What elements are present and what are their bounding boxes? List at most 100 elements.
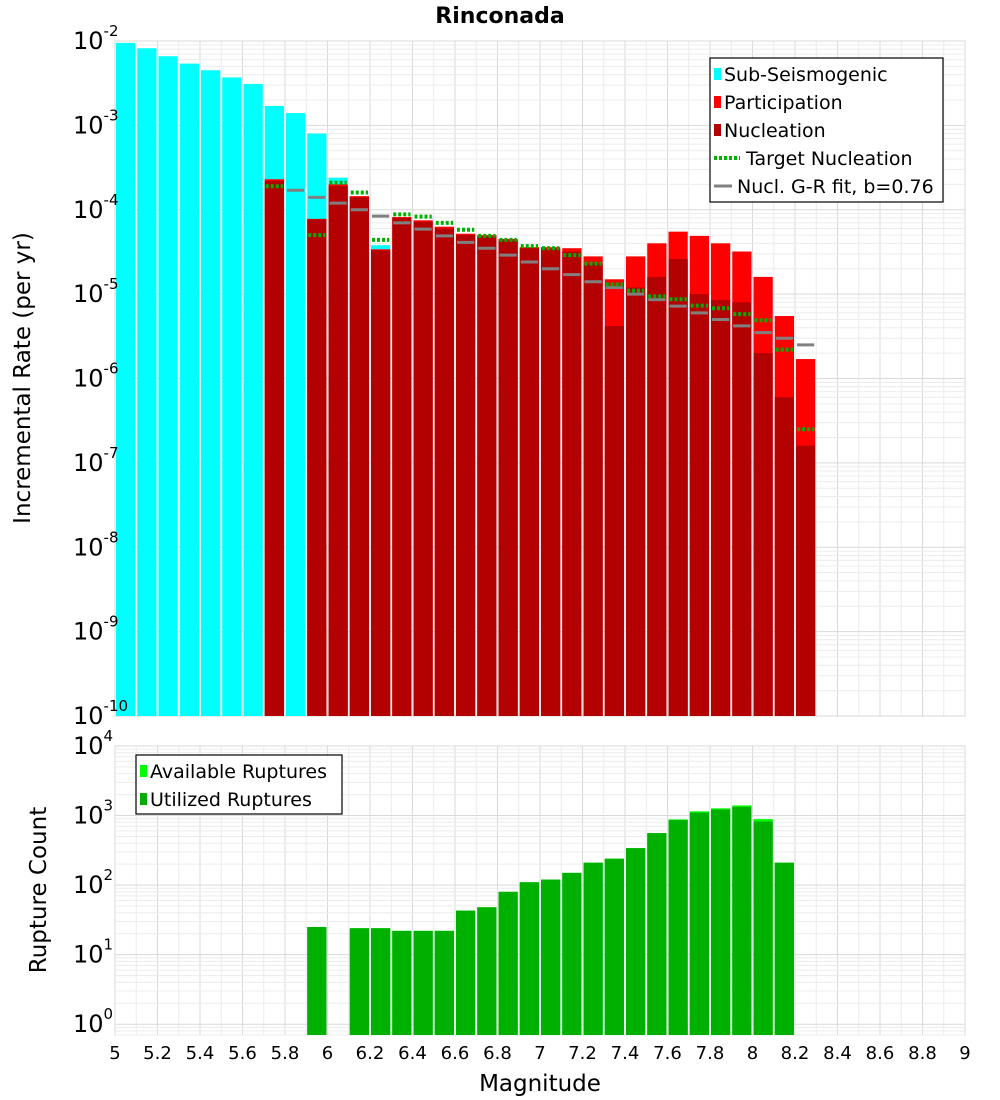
x-tick-label: 6.2 [356, 1043, 385, 1064]
x-tick-label: 5.8 [271, 1043, 300, 1064]
y-tick-label: 10-2 [73, 22, 119, 55]
bar [774, 862, 794, 1035]
y-tick-label: 100 [73, 1005, 113, 1038]
bar [626, 287, 646, 716]
bar [137, 48, 157, 716]
bar [498, 240, 518, 717]
bar [413, 221, 433, 716]
legend-box [135, 754, 343, 815]
legend-label: Sub-Seismogenic [724, 64, 888, 86]
bar [413, 930, 433, 1035]
x-tick-label: 8.4 [823, 1043, 852, 1064]
bar [774, 397, 794, 716]
x-tick-label: 6 [322, 1043, 333, 1064]
legend-label: Nucleation [724, 120, 826, 142]
y-tick-label: 101 [73, 936, 113, 969]
x-axis-ticks: 5 5.2 5.4 5.6 5.8 6 6.2 6.4 6.6 6.8 7 7.2 7.4 7.6 7.8 8… [109, 1043, 970, 1064]
count-marks [307, 805, 794, 1035]
bar [392, 930, 412, 1035]
bar [201, 70, 221, 716]
bar [349, 197, 369, 717]
count-legend: Available Ruptures Utilized Ruptures [135, 754, 343, 815]
legend-swatch [714, 68, 721, 80]
y-tick-label: 10-3 [73, 106, 119, 139]
x-axis-title: Magnitude [479, 1071, 601, 1097]
x-tick-label: 7.4 [611, 1043, 640, 1064]
bar [477, 236, 497, 716]
y-tick-label: 10-7 [73, 444, 119, 477]
bar [456, 910, 476, 1035]
bar [562, 872, 582, 1035]
x-tick-label: 8 [747, 1043, 758, 1064]
x-tick-label: 6.4 [398, 1043, 427, 1064]
y-tick-label: 10-10 [73, 697, 128, 730]
legend-label: Target Nucleation [745, 148, 913, 170]
x-tick-label: 8.2 [781, 1043, 810, 1064]
x-tick-label: 5.6 [228, 1043, 257, 1064]
y-tick-label: 104 [73, 727, 113, 760]
bar [541, 249, 561, 716]
bar [647, 833, 667, 1035]
x-tick-label: 8.6 [866, 1043, 895, 1064]
chart-title: Rinconada [435, 4, 564, 29]
count-panel: 104 103 102 101 100 5 5.2 5.4 5.6 5.8 6 6.2 6.4 6.6 6… [26, 727, 971, 1097]
bar [583, 862, 603, 1035]
y-tick-label: 10-6 [73, 360, 119, 393]
bar [371, 928, 391, 1035]
bar [498, 891, 518, 1035]
bar [392, 217, 412, 716]
legend-swatch [140, 793, 147, 805]
y-tick-label: 10-9 [73, 613, 119, 646]
bar [243, 83, 263, 716]
x-tick-label: 7.6 [653, 1043, 682, 1064]
legend-swatch [140, 765, 147, 777]
bar [689, 812, 709, 1035]
bar [456, 235, 476, 716]
x-tick-label: 7 [534, 1043, 545, 1064]
bar [307, 926, 327, 1035]
bar [371, 250, 391, 717]
x-tick-label: 8.8 [908, 1043, 937, 1064]
bar [434, 930, 454, 1035]
bar [562, 251, 582, 716]
bar [519, 882, 539, 1035]
x-tick-label: 6.8 [483, 1043, 512, 1064]
bar [626, 848, 646, 1035]
bar [286, 113, 306, 716]
bar [264, 180, 284, 716]
x-tick-label: 7.8 [696, 1043, 725, 1064]
bar [477, 907, 497, 1035]
legend-box [709, 57, 944, 203]
bar [753, 821, 773, 1035]
bar [647, 276, 667, 716]
rate-y-axis-title: Incremental Rate (per yr) [10, 232, 36, 524]
bar [796, 445, 816, 716]
y-tick-label: 103 [73, 797, 113, 830]
rate-y-ticks: 10-2 10-3 10-4 10-5 10-6 10-7 10-8 10-9 10-10 [73, 22, 128, 730]
bar [711, 300, 731, 716]
x-tick-label: 5.4 [186, 1043, 215, 1064]
legend-swatch [714, 96, 721, 108]
x-tick-label: 5.2 [143, 1043, 172, 1064]
bar [307, 219, 327, 717]
legend-label: Available Ruptures [150, 761, 327, 783]
bar [541, 879, 561, 1035]
y-tick-label: 10-4 [73, 191, 119, 224]
bar [732, 302, 752, 716]
bar [711, 809, 731, 1035]
y-tick-label: 102 [73, 866, 113, 899]
bar [604, 858, 624, 1035]
bar [753, 353, 773, 716]
x-tick-label: 5 [109, 1043, 120, 1064]
bar [519, 248, 539, 717]
rate-legend: Sub-Seismogenic Participation Nucleation Ta… [709, 57, 944, 203]
bar [116, 42, 136, 716]
x-tick-label: 7.2 [568, 1043, 597, 1064]
bar [668, 820, 688, 1035]
legend-label: Participation [724, 92, 843, 114]
y-tick-label: 10-5 [73, 275, 119, 308]
count-y-ticks: 104 103 102 101 100 [73, 727, 113, 1038]
bar [222, 77, 242, 716]
legend-label: Nucl. G-R fit, b=0.76 [737, 176, 934, 198]
